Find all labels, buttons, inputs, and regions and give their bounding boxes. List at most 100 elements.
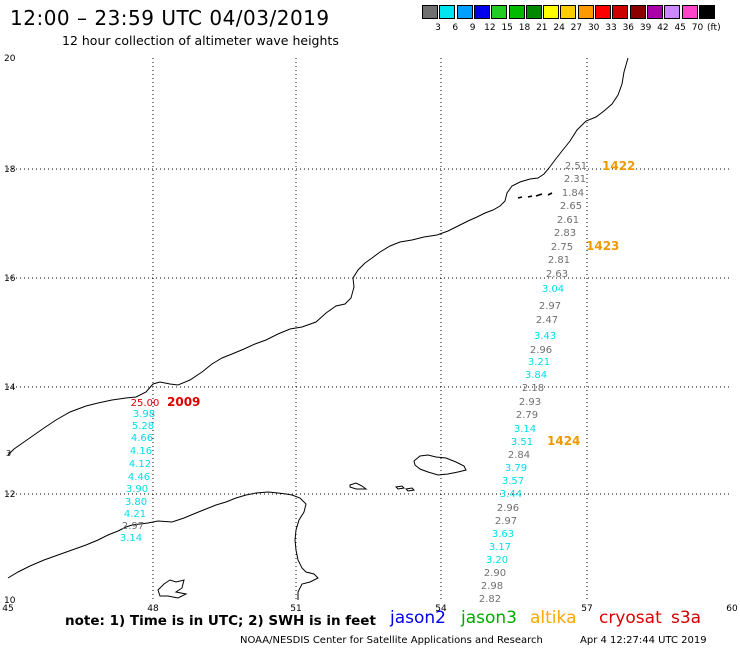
color-scale-label: 39 (639, 23, 652, 33)
color-scale-swatch (681, 5, 698, 19)
color-scale-swatch (525, 5, 542, 19)
color-scale-label: 21 (536, 23, 548, 33)
swh-reading: 4.12 (129, 459, 151, 470)
color-scale-label: 36 (622, 23, 635, 33)
color-scale-swatch (422, 5, 438, 19)
altimeter-readings: 2.51 2.31 1.84 2.65 2.61 2.83 2.75 2.81 2.63 3.04… (120, 161, 587, 605)
axis-tick-labels: 45 48 51 54 57 60 20 18 16 14 12 10 3 (2, 54, 738, 614)
color-scale-swatch (646, 5, 663, 19)
map-subtitle: 12 hour collection of altimeter wave hei… (62, 33, 339, 48)
swh-reading: 2.65 (560, 201, 582, 212)
color-scale-swatch (560, 5, 577, 19)
swh-reading: 3.90 (126, 484, 148, 495)
pass-time-label: 1422 (602, 159, 635, 173)
color-scale-label: 42 (657, 23, 669, 33)
swh-reading: 3.79 (505, 463, 527, 474)
swh-reading: 2.79 (516, 410, 538, 421)
color-scale-unit: (ft) (707, 23, 721, 33)
color-scale-swatch (595, 5, 611, 19)
swh-reading: 2.63 (546, 269, 568, 280)
x-tick-label: 57 (581, 604, 592, 614)
color-scale-label: 6 (452, 23, 459, 33)
pass-time-label: 1424 (547, 434, 580, 448)
coastline-small-inlet (157, 579, 188, 599)
swh-reading: 2.97 (495, 516, 517, 527)
island-socotra (413, 454, 467, 476)
color-scale-swatch (664, 5, 681, 19)
swh-reading: 3.14 (514, 424, 536, 435)
swh-reading: 2.81 (548, 255, 570, 266)
color-scale-swatch (577, 5, 594, 19)
legend-satellite-4: s3a (671, 608, 702, 628)
swh-reading: 3.63 (492, 529, 514, 540)
coastline-horn-of-africa (7, 491, 319, 600)
swh-reading: 2.90 (484, 568, 506, 579)
map-grid (8, 58, 732, 600)
map-title: 12:00 – 23:59 UTC 04/03/2019 (10, 6, 330, 30)
color-scale-swatch (473, 5, 490, 19)
color-scale-swatch (439, 5, 456, 19)
coastline-arabian-peninsula (7, 57, 629, 456)
swh-reading: 5.28 (132, 421, 154, 432)
swh-reading: 3.17 (489, 542, 511, 553)
footer-timestamp: Apr 4 12:27:44 UTC 2019 (580, 635, 707, 646)
y-tick-label: 18 (4, 165, 16, 175)
swh-reading: 4.46 (128, 472, 150, 483)
swh-reading: 2.61 (557, 215, 579, 226)
swh-reading: 4.16 (130, 446, 152, 457)
x-tick-label: 60 (726, 604, 738, 614)
color-scale-swatch (543, 5, 560, 19)
pass-time-label: 1423 (586, 239, 619, 253)
color-scale-label: 70 (691, 23, 704, 33)
swh-reading: 2.31 (564, 174, 586, 185)
y-tick-label: 10 (4, 596, 16, 606)
color-scale-label: 18 (518, 23, 531, 33)
swh-reading: 2.96 (497, 503, 519, 514)
color-scale-label: 27 (570, 23, 583, 33)
footer-credit: NOAA/NESDIS Center for Satellite Applica… (240, 635, 543, 646)
swh-reading: 3.98 (133, 409, 155, 420)
x-tick-label: 54 (435, 604, 447, 614)
swh-reading: 3.57 (502, 476, 524, 487)
color-scale-swatch (612, 5, 629, 19)
island-small-east (394, 485, 406, 490)
island-abd-al-kuri (349, 482, 368, 490)
y-tick-label: 12 (4, 490, 15, 500)
island-small-west (404, 487, 416, 492)
swh-reading: 3.84 (525, 370, 547, 381)
color-scale-swatch (698, 5, 715, 19)
legend-satellite-0: jason2 (390, 608, 446, 628)
y-edge-label: 3 (6, 449, 11, 458)
swh-reading: 4.66 (131, 433, 153, 444)
color-scale-swatch (491, 5, 508, 19)
pass-time-label: 2009 (167, 395, 200, 409)
swh-reading: 2.51 (565, 161, 587, 172)
swh-reading: 3.04 (542, 284, 564, 295)
swh-reading: 1.84 (562, 188, 584, 199)
swh-reading: 2.98 (481, 581, 503, 592)
legend-satellite-2: altika (530, 608, 577, 628)
footer-note: note: 1) Time is in UTC; 2) SWH is in fe… (65, 613, 376, 629)
color-scale-label: 33 (605, 23, 617, 33)
swh-reading: 2.75 (551, 242, 573, 253)
swh-reading: 2.82 (479, 594, 501, 605)
color-scale-label: 3 (435, 23, 441, 33)
island-kuria-muria (517, 192, 553, 199)
legend-satellite-3: cryosat (599, 608, 662, 628)
swh-reading: 2.83 (554, 228, 576, 239)
color-scale-swatch (508, 5, 525, 19)
swh-reading: 3.51 (511, 437, 533, 448)
color-scale-label: 45 (674, 23, 686, 33)
swh-reading: 2.97 (122, 521, 144, 532)
swh-reading: 3.14 (120, 533, 142, 544)
color-scale-label: 9 (469, 23, 476, 33)
color-scale-label: 24 (553, 23, 565, 33)
color-scale-label: 30 (587, 23, 600, 33)
swh-reading: 25.00 (131, 398, 160, 409)
legend-satellite-1: jason3 (461, 608, 517, 628)
satellite-pass-labels: 1422 1423 1424 2009 (167, 159, 635, 448)
x-tick-label: 51 (290, 604, 301, 614)
swh-reading: 3.43 (534, 331, 556, 342)
swh-reading: 2.97 (539, 301, 561, 312)
swh-reading: 4.21 (124, 509, 146, 520)
